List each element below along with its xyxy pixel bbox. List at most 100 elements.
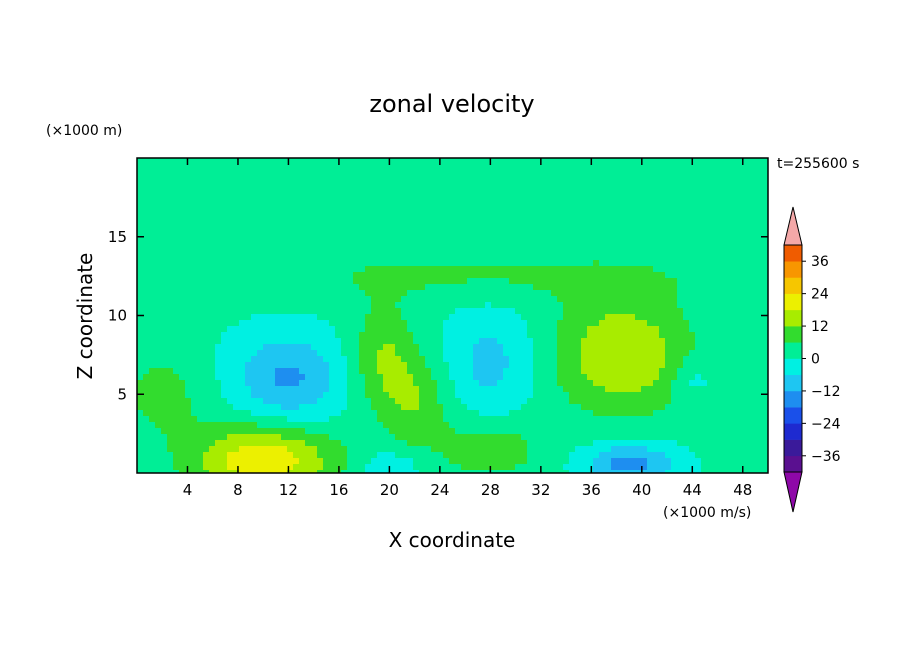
field-cell — [401, 170, 408, 177]
field-cell — [581, 182, 588, 189]
field-cell — [659, 188, 666, 195]
field-cell — [521, 446, 528, 453]
field-cell — [299, 200, 306, 207]
field-cell — [425, 308, 432, 315]
field-cell — [377, 344, 384, 351]
field-cell — [701, 230, 708, 237]
field-cell — [293, 236, 300, 243]
field-cell — [287, 266, 294, 273]
field-cell — [323, 308, 330, 315]
field-cell — [401, 338, 408, 345]
field-cell — [347, 440, 354, 447]
field-cell — [689, 260, 696, 267]
field-cell — [689, 236, 696, 243]
field-cell — [329, 434, 336, 441]
field-cell — [365, 182, 372, 189]
field-cell — [629, 320, 636, 327]
field-cell — [413, 170, 420, 177]
field-cell — [293, 290, 300, 297]
field-cell — [665, 194, 672, 201]
field-cell — [311, 308, 318, 315]
field-cell — [569, 266, 576, 273]
field-cell — [419, 368, 426, 375]
field-cell — [515, 332, 522, 339]
field-cell — [467, 194, 474, 201]
field-cell — [425, 416, 432, 423]
field-cell — [239, 200, 246, 207]
field-cell — [515, 398, 522, 405]
field-cell — [179, 446, 186, 453]
field-cell — [599, 164, 606, 171]
field-cell — [377, 326, 384, 333]
field-cell — [545, 416, 552, 423]
field-cell — [665, 392, 672, 399]
chart-title: zonal velocity — [369, 90, 534, 118]
field-cell — [665, 212, 672, 219]
field-cell — [287, 284, 294, 291]
field-cell — [515, 428, 522, 435]
field-cell — [407, 194, 414, 201]
field-cell — [179, 254, 186, 261]
field-cell — [617, 332, 624, 339]
field-cell — [335, 404, 342, 411]
field-cell — [539, 428, 546, 435]
field-cell — [695, 392, 702, 399]
field-cell — [467, 416, 474, 423]
field-cell — [509, 428, 516, 435]
field-cell — [515, 224, 522, 231]
field-cell — [191, 356, 198, 363]
field-cell — [557, 314, 564, 321]
field-cell — [167, 356, 174, 363]
field-cell — [659, 422, 666, 429]
field-cell — [359, 458, 366, 465]
field-cell — [467, 296, 474, 303]
field-cell — [197, 464, 204, 471]
field-cell — [305, 230, 312, 237]
field-cell — [671, 248, 678, 255]
field-cell — [185, 290, 192, 297]
field-cell — [515, 320, 522, 327]
field-cell — [557, 338, 564, 345]
field-cell — [653, 416, 660, 423]
field-cell — [413, 158, 420, 165]
field-cell — [611, 278, 618, 285]
field-cell — [443, 278, 450, 285]
field-cell — [431, 272, 438, 279]
field-cell — [539, 356, 546, 363]
field-cell — [647, 242, 654, 249]
field-cell — [311, 164, 318, 171]
field-cell — [221, 314, 228, 321]
field-cell — [299, 170, 306, 177]
field-cell — [611, 188, 618, 195]
field-cell — [311, 206, 318, 213]
field-cell — [311, 224, 318, 231]
field-cell — [485, 410, 492, 417]
field-cell — [263, 194, 270, 201]
field-cell — [647, 176, 654, 183]
field-cell — [479, 164, 486, 171]
field-cell — [473, 344, 480, 351]
field-cell — [275, 278, 282, 285]
field-cell — [413, 302, 420, 309]
field-cell — [257, 236, 264, 243]
field-cell — [149, 194, 156, 201]
field-cell — [659, 176, 666, 183]
field-cell — [455, 458, 462, 465]
field-cell — [491, 368, 498, 375]
field-cell — [311, 350, 318, 357]
field-cell — [515, 206, 522, 213]
field-cell — [347, 344, 354, 351]
field-cell — [671, 290, 678, 297]
field-cell — [137, 170, 144, 177]
field-cell — [653, 182, 660, 189]
field-cell — [473, 356, 480, 363]
field-cell — [263, 410, 270, 417]
field-cell — [575, 338, 582, 345]
field-cell — [551, 248, 558, 255]
field-cell — [515, 362, 522, 369]
field-cell — [317, 206, 324, 213]
field-cell — [185, 212, 192, 219]
field-cell — [215, 422, 222, 429]
field-cell — [197, 446, 204, 453]
field-cell — [155, 182, 162, 189]
